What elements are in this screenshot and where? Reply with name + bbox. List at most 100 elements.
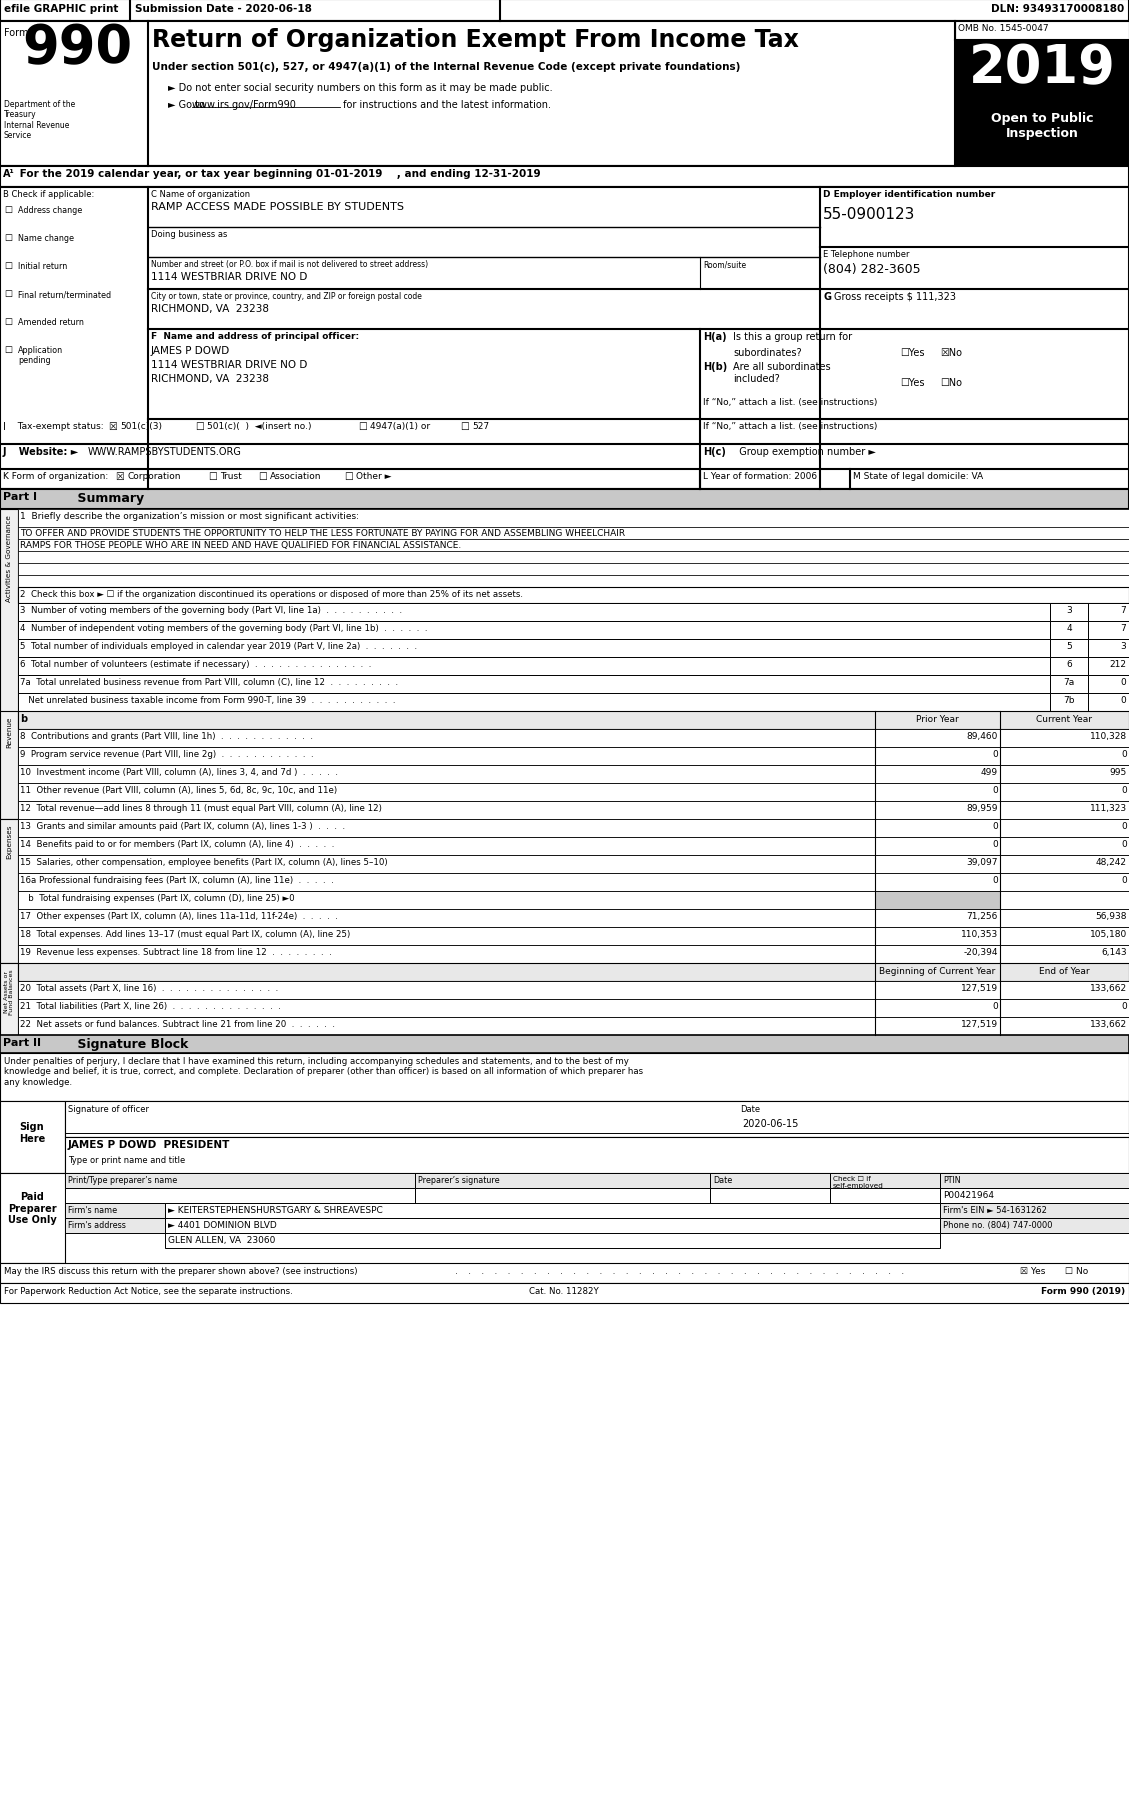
Text: 0: 0 — [992, 750, 998, 759]
Bar — [1088, 658, 1129, 676]
Text: Address change: Address change — [18, 206, 82, 215]
Text: 0: 0 — [1120, 696, 1126, 705]
Text: Type or print name and title: Type or print name and title — [68, 1155, 185, 1164]
Text: Signature of officer: Signature of officer — [68, 1104, 149, 1113]
Text: 0: 0 — [1121, 1001, 1127, 1010]
Bar — [65, 1189, 415, 1203]
Text: ☐: ☐ — [5, 289, 12, 298]
Text: Under penalties of perjury, I declare that I have examined this return, includin: Under penalties of perjury, I declare th… — [5, 1057, 644, 1086]
Bar — [1000, 748, 1129, 766]
Bar — [18, 945, 875, 963]
Text: 1  Briefly describe the organization’s mission or most significant activities:: 1 Briefly describe the organization’s mi… — [20, 511, 359, 520]
Text: If “No,” attach a list. (see instructions): If “No,” attach a list. (see instruction… — [703, 421, 877, 430]
Text: 7: 7 — [1120, 623, 1126, 632]
Bar — [18, 658, 1050, 676]
Text: Open to Public
Inspection: Open to Public Inspection — [991, 112, 1093, 139]
Bar — [1088, 640, 1129, 658]
Bar — [1000, 945, 1129, 963]
Bar — [875, 730, 1000, 748]
Text: K Form of organization:: K Form of organization: — [3, 472, 108, 481]
Bar — [0, 1283, 1129, 1303]
Bar — [18, 587, 1129, 604]
Text: City or town, state or province, country, and ZIP or foreign postal code: City or town, state or province, country… — [151, 293, 422, 300]
Bar — [1050, 640, 1088, 658]
Bar — [0, 963, 18, 1035]
Text: 127,519: 127,519 — [961, 1019, 998, 1028]
Bar — [1050, 622, 1088, 640]
Text: Initial return: Initial return — [18, 262, 68, 271]
Bar — [0, 1053, 1129, 1102]
Text: Association: Association — [270, 472, 322, 481]
Bar — [65, 1137, 1129, 1173]
Bar — [165, 1234, 940, 1249]
Text: 990: 990 — [21, 22, 132, 74]
Text: P00421964: P00421964 — [943, 1191, 994, 1200]
Bar — [0, 1035, 1129, 1053]
Bar — [18, 1017, 875, 1035]
Text: Final return/terminated: Final return/terminated — [18, 289, 111, 298]
Text: 22  Net assets or fund balances. Subtract line 21 from line 20  .  .  .  .  .  .: 22 Net assets or fund balances. Subtract… — [20, 1019, 335, 1028]
Bar — [710, 1173, 830, 1189]
Text: ☐: ☐ — [5, 233, 12, 242]
Text: 2019: 2019 — [969, 42, 1115, 94]
Bar — [940, 1189, 1129, 1203]
Text: Net unrelated business taxable income from Form 990-T, line 39  .  .  .  .  .  .: Net unrelated business taxable income fr… — [20, 696, 395, 705]
Text: 0: 0 — [1121, 750, 1127, 759]
Text: 4: 4 — [1066, 623, 1071, 632]
Bar — [1000, 909, 1129, 927]
Text: Name change: Name change — [18, 233, 75, 242]
Text: Group exemption number ►: Group exemption number ► — [733, 446, 876, 457]
Bar — [940, 1203, 1129, 1218]
Text: 2  Check this box ► ☐ if the organization discontinued its operations or dispose: 2 Check this box ► ☐ if the organization… — [20, 589, 523, 598]
Bar — [18, 999, 875, 1017]
Text: (804) 282-3605: (804) 282-3605 — [823, 262, 920, 276]
Text: 212: 212 — [1109, 660, 1126, 669]
Text: ► Go to: ► Go to — [168, 99, 208, 110]
Bar — [1000, 784, 1129, 802]
Bar — [1000, 820, 1129, 837]
Text: ☐: ☐ — [358, 421, 367, 432]
Text: 7a: 7a — [1064, 678, 1075, 687]
Text: Sign
Here: Sign Here — [19, 1122, 45, 1144]
Text: E Telephone number: E Telephone number — [823, 249, 910, 258]
Text: Trust: Trust — [220, 472, 242, 481]
Text: ☐Yes: ☐Yes — [900, 378, 925, 389]
Text: Firm's address: Firm's address — [68, 1220, 125, 1229]
Text: 5  Total number of individuals employed in calendar year 2019 (Part V, line 2a) : 5 Total number of individuals employed i… — [20, 641, 417, 651]
Bar — [65, 1218, 165, 1234]
Bar — [955, 42, 1129, 108]
Text: 111,323: 111,323 — [1089, 804, 1127, 813]
Text: .    .    .    .    .    .    .    .    .    .    .    .    .    .    .    .    : . . . . . . . . . . . . . . . . — [450, 1267, 909, 1276]
Text: ☒: ☒ — [108, 421, 116, 432]
Bar — [18, 730, 875, 748]
Bar — [875, 891, 1000, 909]
Bar — [18, 540, 1129, 551]
Text: J: J — [3, 446, 7, 457]
Bar — [830, 1189, 940, 1203]
Text: 9  Program service revenue (Part VIII, line 2g)  .  .  .  .  .  .  .  .  .  .  .: 9 Program service revenue (Part VIII, li… — [20, 750, 314, 759]
Bar — [1000, 999, 1129, 1017]
Bar — [18, 927, 875, 945]
Text: F  Name and address of principal officer:: F Name and address of principal officer: — [151, 332, 359, 342]
Text: JAMES P DOWD: JAMES P DOWD — [151, 345, 230, 356]
Bar — [1000, 981, 1129, 999]
Text: 0: 0 — [1121, 786, 1127, 795]
Bar — [18, 640, 1050, 658]
Text: ☐: ☐ — [5, 206, 12, 215]
Bar — [18, 576, 1129, 587]
Text: 0: 0 — [992, 876, 998, 884]
Text: 7: 7 — [1120, 605, 1126, 614]
Text: Part II: Part II — [3, 1037, 41, 1048]
Text: ☒: ☒ — [115, 472, 124, 482]
Bar — [415, 1173, 710, 1189]
Bar — [1000, 1017, 1129, 1035]
Text: Department of the
Treasury
Internal Revenue
Service: Department of the Treasury Internal Reve… — [5, 99, 76, 141]
Text: Amended return: Amended return — [18, 318, 84, 327]
Text: 55-0900123: 55-0900123 — [823, 206, 916, 222]
Bar — [18, 909, 875, 927]
Text: M State of legal domicile: VA: M State of legal domicile: VA — [854, 472, 983, 481]
Bar — [940, 1173, 1129, 1189]
Bar — [1000, 730, 1129, 748]
Text: Room/suite: Room/suite — [703, 260, 746, 269]
Bar — [875, 837, 1000, 855]
